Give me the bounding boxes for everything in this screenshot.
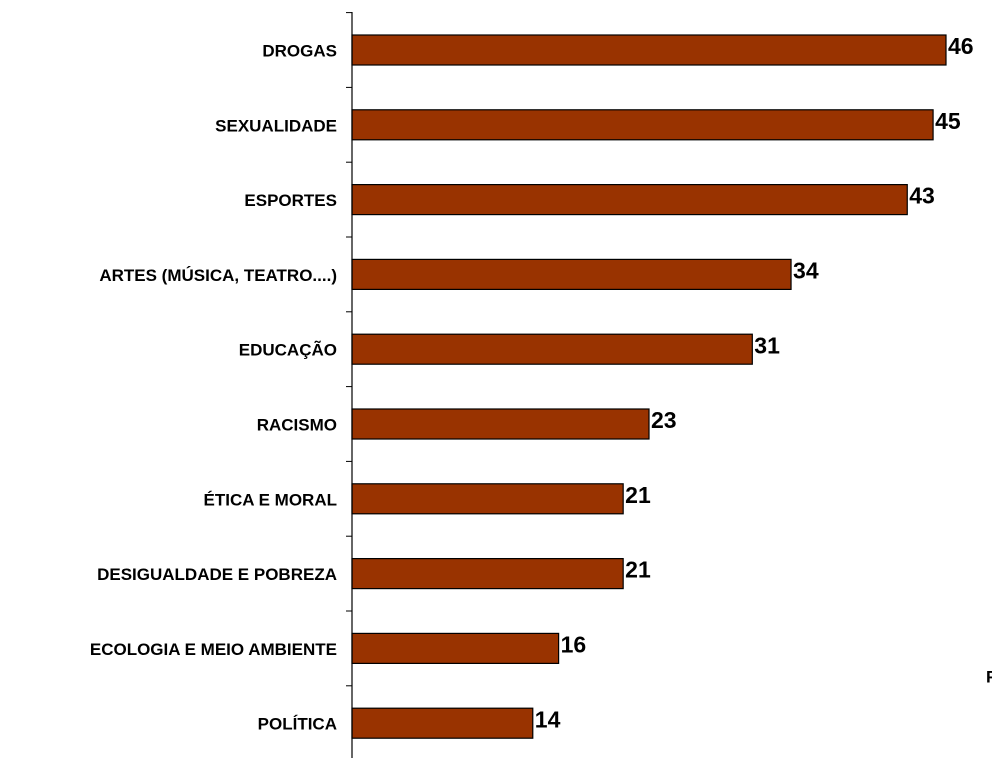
y-tick-label: ECOLOGIA E MEIO AMBIENTE <box>90 640 337 659</box>
value-label: 21 <box>625 482 651 508</box>
value-label: 14 <box>535 706 561 732</box>
bar <box>351 483 624 515</box>
y-tick-label: DROGAS <box>262 41 337 60</box>
bar <box>351 34 947 66</box>
y-tick-label: ESPORTES <box>244 191 337 210</box>
bar <box>351 184 908 216</box>
value-label: 31 <box>754 332 780 358</box>
value-label: 45 <box>935 108 961 134</box>
bar <box>351 707 534 739</box>
value-label: 21 <box>625 557 651 583</box>
annotation: F <box>986 667 992 686</box>
y-tick-label: EDUCAÇÃO <box>239 340 337 360</box>
bar <box>351 632 560 665</box>
value-label: 46 <box>948 33 974 59</box>
y-tick-label: RACISMO <box>257 415 337 434</box>
value-label: 43 <box>909 183 935 209</box>
value-label: 16 <box>561 631 587 657</box>
y-tick-label: POLÍTICA <box>258 715 337 734</box>
bar <box>351 557 624 590</box>
bar <box>351 258 792 290</box>
value-label: 34 <box>793 257 819 283</box>
y-tick-label: ÉTICA E MORAL <box>204 490 337 509</box>
value-label: 23 <box>651 407 677 433</box>
bar <box>351 333 753 365</box>
bar <box>351 408 650 440</box>
y-tick-label: ARTES (MÚSICA, TEATRO....) <box>99 266 337 285</box>
y-tick-label: SEXUALIDADE <box>215 116 337 135</box>
y-tick-label: DESIGUALDADE E POBREZA <box>97 565 337 584</box>
bar <box>351 109 934 141</box>
